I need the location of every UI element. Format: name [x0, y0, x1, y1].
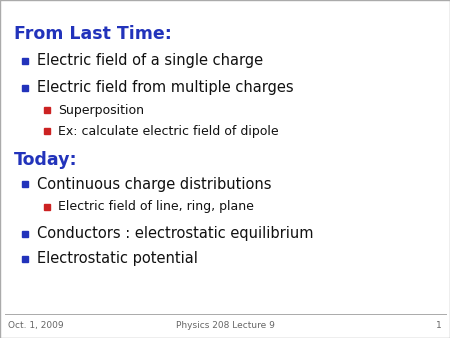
Text: Today:: Today: — [14, 150, 77, 169]
Text: Continuous charge distributions: Continuous charge distributions — [37, 177, 271, 192]
Text: Conductors : electrostatic equilibrium: Conductors : electrostatic equilibrium — [37, 226, 313, 241]
Text: Physics 208 Lecture 9: Physics 208 Lecture 9 — [176, 321, 274, 330]
Text: Electric field of a single charge: Electric field of a single charge — [37, 53, 263, 68]
Text: Ex: calculate electric field of dipole: Ex: calculate electric field of dipole — [58, 125, 279, 138]
Text: Electric field of line, ring, plane: Electric field of line, ring, plane — [58, 200, 254, 213]
Text: 1: 1 — [436, 321, 442, 330]
Text: Oct. 1, 2009: Oct. 1, 2009 — [8, 321, 64, 330]
Text: Electric field from multiple charges: Electric field from multiple charges — [37, 80, 293, 95]
Text: Superposition: Superposition — [58, 104, 144, 117]
Text: Electrostatic potential: Electrostatic potential — [37, 251, 198, 266]
Text: From Last Time:: From Last Time: — [14, 25, 171, 43]
